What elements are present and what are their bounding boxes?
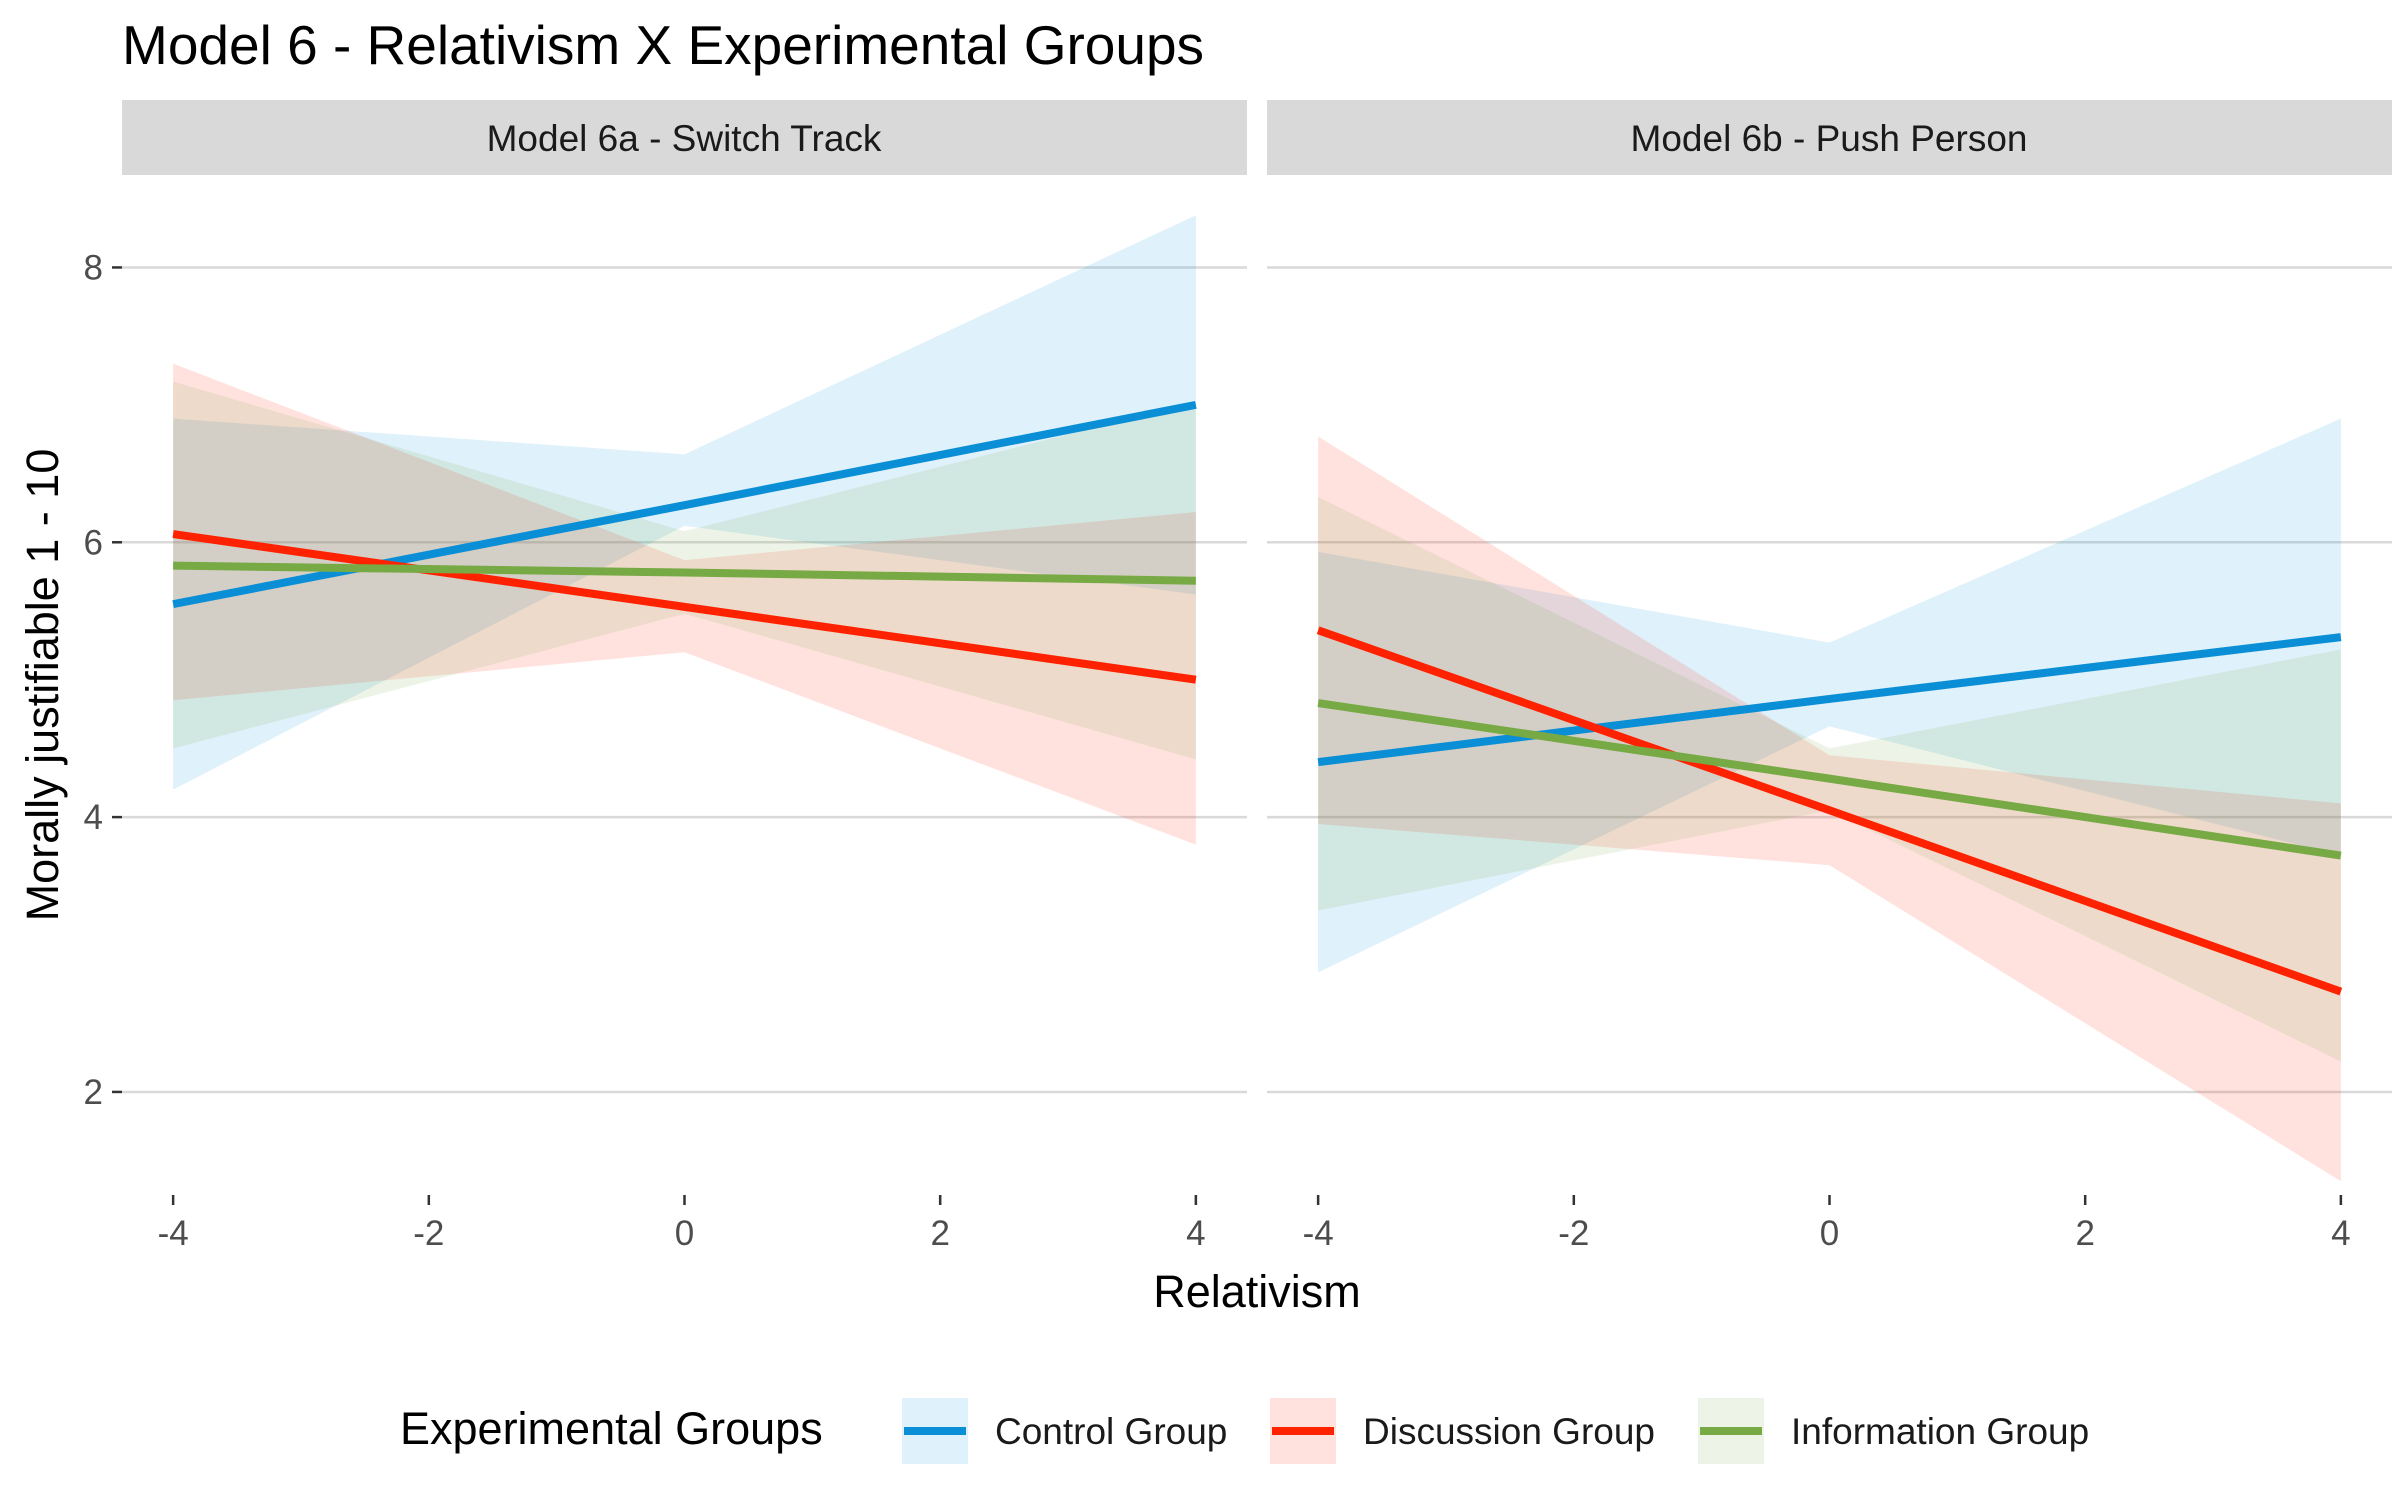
x-tick-label: 2 bbox=[2075, 1214, 2094, 1253]
y-axis: 2 4 6 8 bbox=[84, 248, 122, 1112]
line-information-group bbox=[173, 561, 1196, 585]
x-tick-label: 0 bbox=[675, 1214, 694, 1253]
legend-label-control-group: Control Group bbox=[995, 1411, 1227, 1452]
confidence-bands bbox=[1318, 418, 2341, 1182]
gridlines bbox=[122, 266, 1247, 1094]
panel-push-person: Model 6b - Push Person -4 -2 0 2 4 bbox=[1267, 100, 2392, 1253]
y-tick-label: 2 bbox=[84, 1073, 103, 1112]
legend-label-information-group: Information Group bbox=[1791, 1411, 2089, 1452]
confidence-bands bbox=[173, 215, 1196, 845]
y-axis-title: Morally justifiable 1 - 10 bbox=[17, 449, 68, 922]
x-tick-label: 4 bbox=[1186, 1214, 1205, 1253]
strip-label-switch-track: Model 6a - Switch Track bbox=[487, 118, 882, 159]
x-tick-label: 4 bbox=[2331, 1214, 2350, 1253]
panel-switch-track: Model 6a - Switch Track -4 -2 0 2 4 bbox=[122, 100, 1247, 1253]
x-axis-ticks: -4 -2 0 2 4 bbox=[1303, 1195, 2351, 1253]
x-tick-label: 0 bbox=[1820, 1214, 1839, 1253]
legend: Experimental Groups Control Group Discuss… bbox=[400, 1398, 2089, 1464]
line-control-group bbox=[1317, 633, 2342, 767]
y-tick-label: 8 bbox=[84, 248, 103, 287]
legend-title: Experimental Groups bbox=[400, 1403, 823, 1454]
y-tick-label: 6 bbox=[84, 523, 103, 562]
chart-title: Model 6 - Relativism X Experimental Grou… bbox=[122, 14, 1204, 76]
strip-background bbox=[122, 100, 1247, 175]
x-tick-label: -4 bbox=[158, 1214, 189, 1253]
strip-label-push-person: Model 6b - Push Person bbox=[1631, 118, 2028, 159]
strip-background bbox=[1267, 100, 2392, 175]
line-discussion-group bbox=[172, 530, 1197, 684]
x-tick-label: -4 bbox=[1303, 1214, 1334, 1253]
gridlines bbox=[1267, 266, 2392, 1094]
x-tick-label: 2 bbox=[930, 1214, 949, 1253]
series-lines bbox=[1316, 626, 2343, 996]
legend-label-discussion-group: Discussion Group bbox=[1363, 1411, 1655, 1452]
y-tick-label: 4 bbox=[84, 798, 103, 837]
line-discussion-group bbox=[1316, 626, 2343, 996]
x-tick-label: -2 bbox=[413, 1214, 444, 1253]
x-tick-label: -2 bbox=[1558, 1214, 1589, 1253]
x-axis-ticks: -4 -2 0 2 4 bbox=[158, 1195, 1206, 1253]
x-axis-title: Relativism bbox=[1153, 1266, 1361, 1317]
series-lines bbox=[172, 400, 1197, 684]
line-information-group bbox=[1317, 699, 2342, 860]
